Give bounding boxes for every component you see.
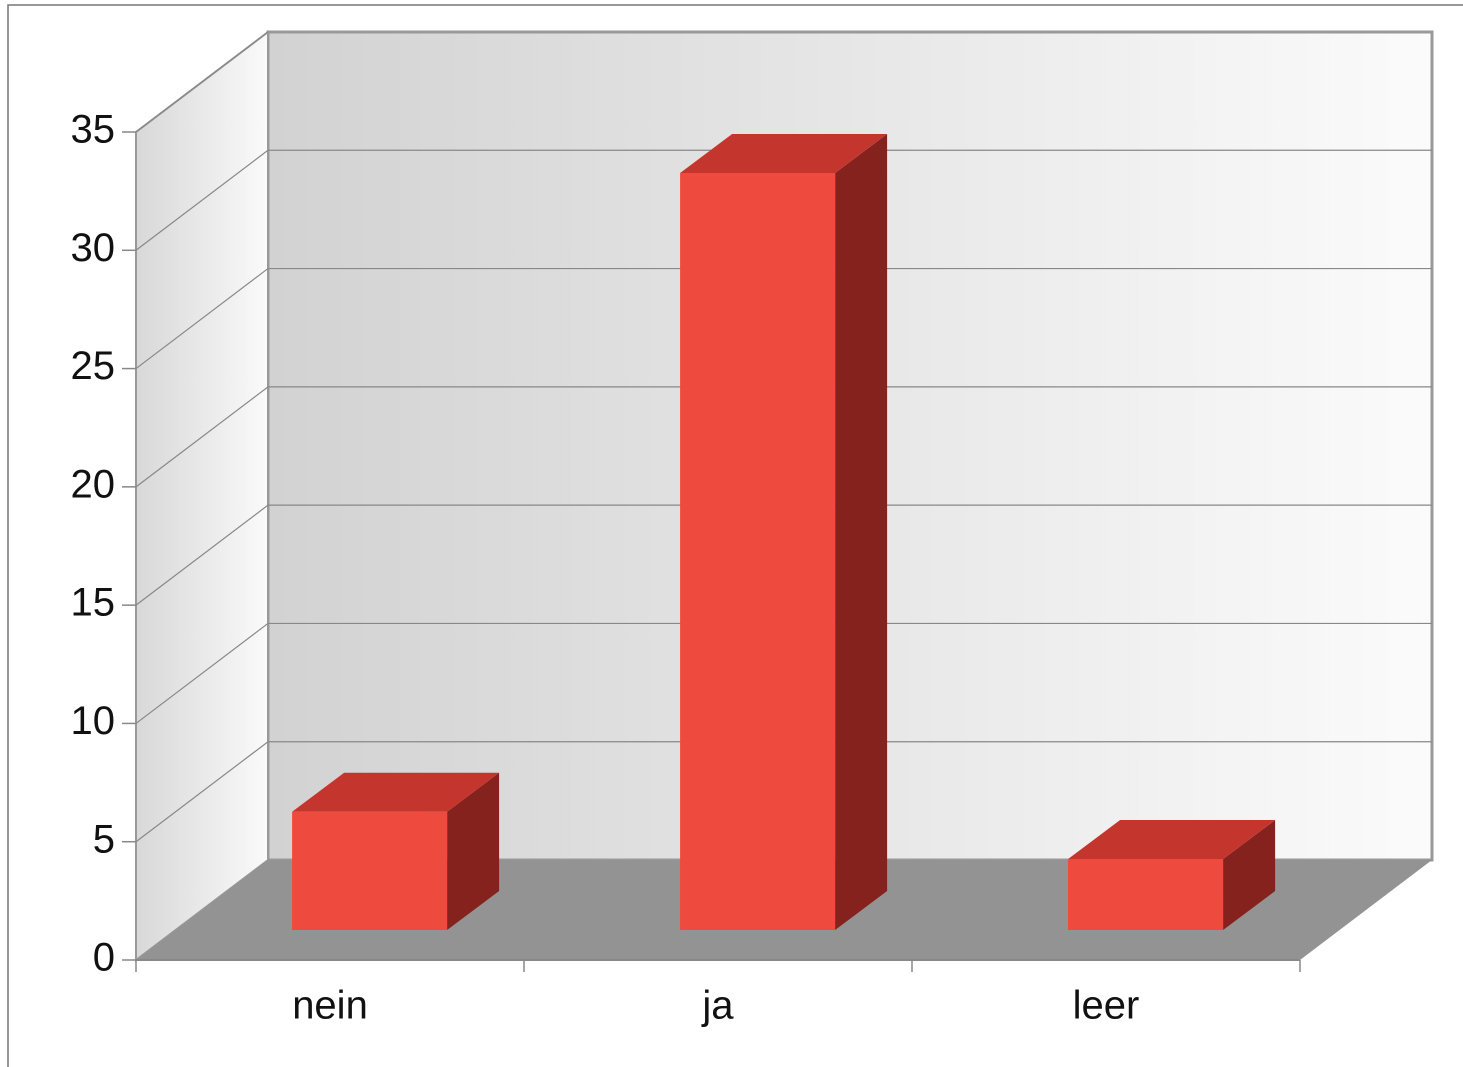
- y-tick-label: 0: [93, 936, 115, 980]
- x-tick-label: nein: [292, 984, 368, 1028]
- grid-line-side: [135, 622, 269, 724]
- bar-side: [835, 133, 888, 930]
- bar-side: [1223, 820, 1276, 930]
- bar: [680, 172, 836, 930]
- grid-line-side: [135, 504, 269, 606]
- bar-top: [680, 133, 888, 173]
- bar: [292, 811, 448, 930]
- x-tick-label: ja: [701, 984, 734, 1028]
- y-tick-label: 30: [71, 226, 116, 270]
- y-tick-label: 35: [71, 108, 116, 152]
- bar: [1068, 859, 1224, 930]
- bar-top: [292, 772, 500, 812]
- grid-line-side: [135, 31, 269, 133]
- y-tick-label: 10: [71, 699, 116, 743]
- grid-line-side: [135, 741, 269, 843]
- y-tick-label: 25: [71, 344, 116, 388]
- bar-side: [447, 772, 500, 930]
- y-tick-label: 15: [71, 581, 116, 625]
- grid-line-side: [135, 268, 269, 370]
- y-tick-label: 20: [71, 462, 116, 506]
- bar-top: [1068, 820, 1276, 860]
- grid-line-side: [135, 386, 269, 488]
- y-tick-label: 5: [93, 817, 115, 861]
- x-tick-label: leer: [1073, 984, 1140, 1028]
- grid-line-side: [135, 149, 269, 251]
- side-wall: [135, 29, 269, 963]
